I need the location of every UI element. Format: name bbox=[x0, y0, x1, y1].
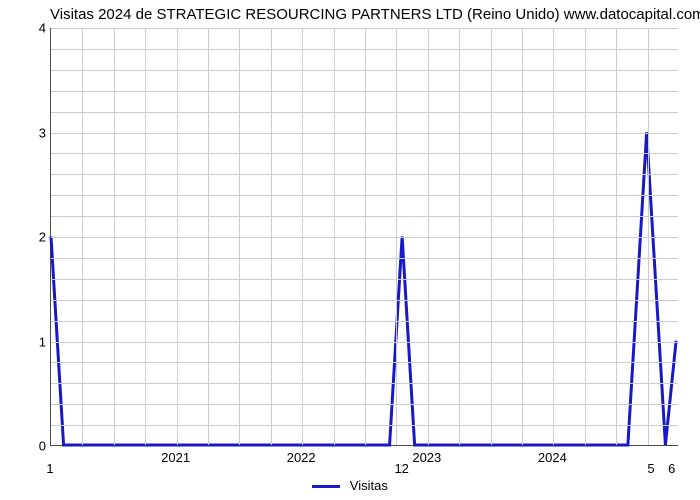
legend-swatch bbox=[312, 485, 340, 488]
data-point-label: 1 bbox=[46, 461, 53, 476]
y-tick-label: 1 bbox=[30, 334, 46, 349]
plot-area bbox=[50, 28, 678, 446]
gridline-v bbox=[82, 28, 83, 445]
gridline-v bbox=[239, 28, 240, 445]
data-point-label: 5 bbox=[647, 461, 654, 476]
legend: Visitas bbox=[0, 478, 700, 493]
gridline-v bbox=[459, 28, 460, 445]
legend-label: Visitas bbox=[350, 478, 388, 493]
gridline-v bbox=[365, 28, 366, 445]
data-point-label: 6 bbox=[668, 461, 675, 476]
gridline-v bbox=[553, 28, 554, 445]
x-tick-label: 2021 bbox=[161, 450, 190, 465]
gridline-v bbox=[616, 28, 617, 445]
chart-title: Visitas 2024 de STRATEGIC RESOURCING PAR… bbox=[50, 6, 700, 23]
gridline-v bbox=[522, 28, 523, 445]
data-point-label: 12 bbox=[394, 461, 408, 476]
y-tick-label: 3 bbox=[30, 125, 46, 140]
gridline-v bbox=[491, 28, 492, 445]
gridline-v bbox=[177, 28, 178, 445]
gridline-v bbox=[145, 28, 146, 445]
gridline-v bbox=[648, 28, 649, 445]
x-tick-label: 2022 bbox=[287, 450, 316, 465]
gridline-v bbox=[396, 28, 397, 445]
x-tick-label: 2023 bbox=[412, 450, 441, 465]
gridline-v bbox=[271, 28, 272, 445]
gridline-v bbox=[208, 28, 209, 445]
gridline-v bbox=[302, 28, 303, 445]
gridline-v bbox=[114, 28, 115, 445]
y-tick-label: 2 bbox=[30, 230, 46, 245]
gridline-v bbox=[334, 28, 335, 445]
gridline-v bbox=[428, 28, 429, 445]
y-tick-label: 0 bbox=[30, 439, 46, 454]
x-tick-label: 2024 bbox=[538, 450, 567, 465]
gridline-v bbox=[585, 28, 586, 445]
y-tick-label: 4 bbox=[30, 21, 46, 36]
